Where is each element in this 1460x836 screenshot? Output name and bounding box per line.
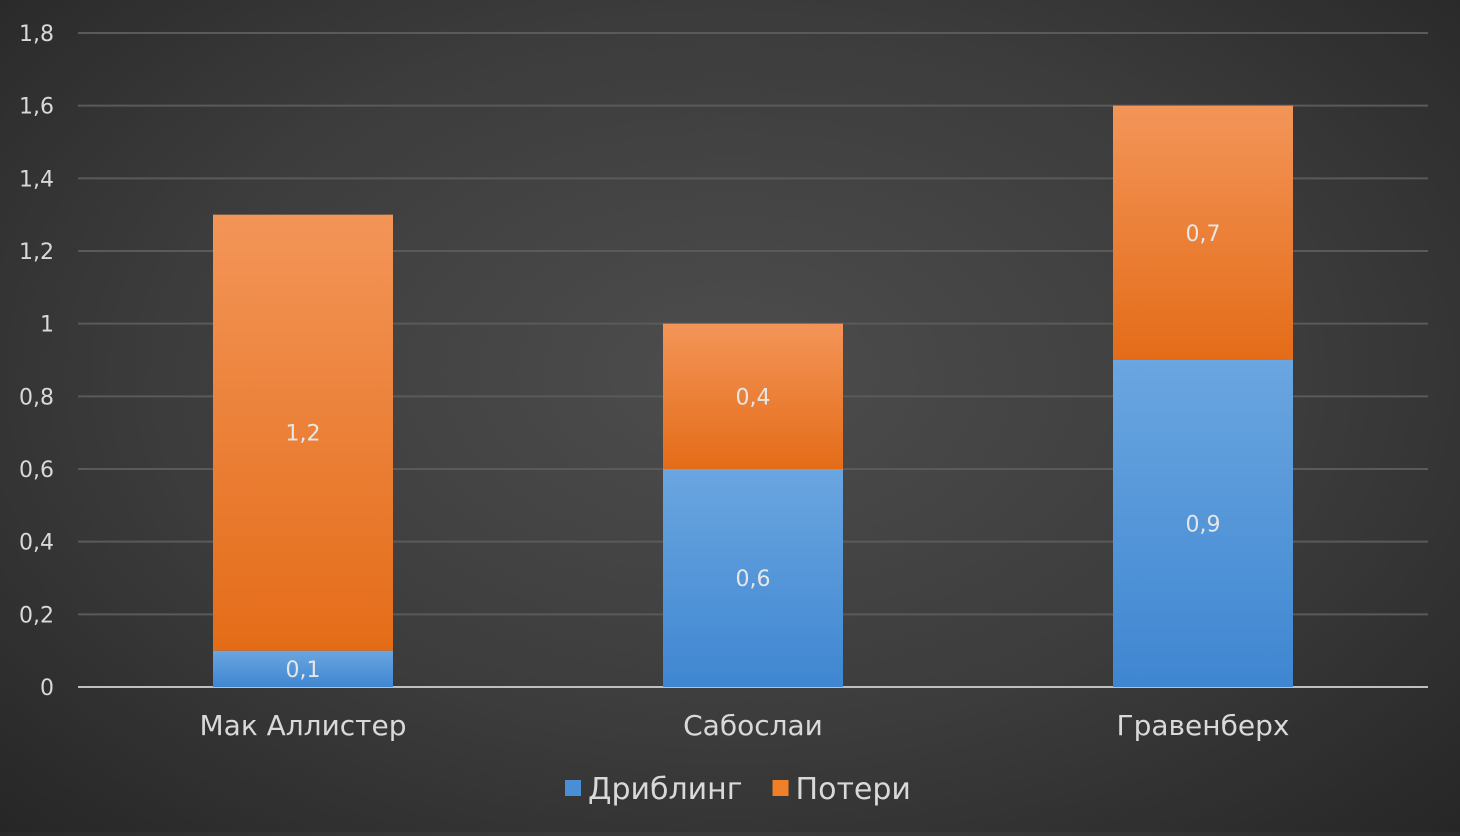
y-tick-label: 0,8: [19, 385, 54, 410]
data-label: 0,7: [1186, 222, 1221, 247]
x-tick-label: Мак Аллистер: [200, 709, 407, 742]
data-label: 1,2: [286, 422, 321, 447]
bar-segment: [663, 323, 843, 469]
bar-segment: [213, 214, 393, 651]
y-tick-label: 1,2: [19, 240, 54, 265]
y-tick-label: 0,4: [19, 531, 54, 556]
y-tick-label: 0: [40, 676, 54, 701]
legend-swatch: [565, 780, 581, 796]
x-tick-label: Гравенберх: [1117, 709, 1290, 742]
y-tick-label: 1,4: [19, 167, 54, 192]
legend: Дриблинг Потери: [565, 772, 911, 807]
data-label: 0,1: [286, 658, 321, 683]
y-tick-label: 1,6: [19, 95, 54, 120]
y-tick-label: 0,6: [19, 458, 54, 483]
y-axis-tick-labels: 0 0,2 0,4 0,6 0,8 1 1,2 1,4 1,6 1,8: [19, 22, 54, 701]
y-tick-label: 0,2: [19, 603, 54, 628]
x-axis-tick-labels: Мак Аллистер Сабослаи Гравенберх: [200, 709, 1290, 742]
legend-label: Потери: [796, 772, 911, 807]
y-tick-label: 1: [40, 313, 54, 338]
bar-segment: [213, 650, 393, 687]
bars: [213, 105, 1293, 687]
legend-label: Дриблинг: [588, 772, 743, 807]
data-labels: 0,1 1,2 0,6 0,4 0,9 0,7: [286, 222, 1221, 683]
data-label: 0,6: [736, 567, 771, 592]
legend-swatch: [772, 780, 789, 796]
bar-segment: [1113, 105, 1293, 361]
x-tick-label: Сабослаи: [683, 709, 823, 742]
bar-segment: [1113, 360, 1293, 687]
bar-segment: [663, 469, 843, 687]
y-tick-label: 1,8: [19, 22, 54, 47]
data-label: 0,4: [736, 385, 771, 410]
data-label: 0,9: [1186, 513, 1221, 538]
